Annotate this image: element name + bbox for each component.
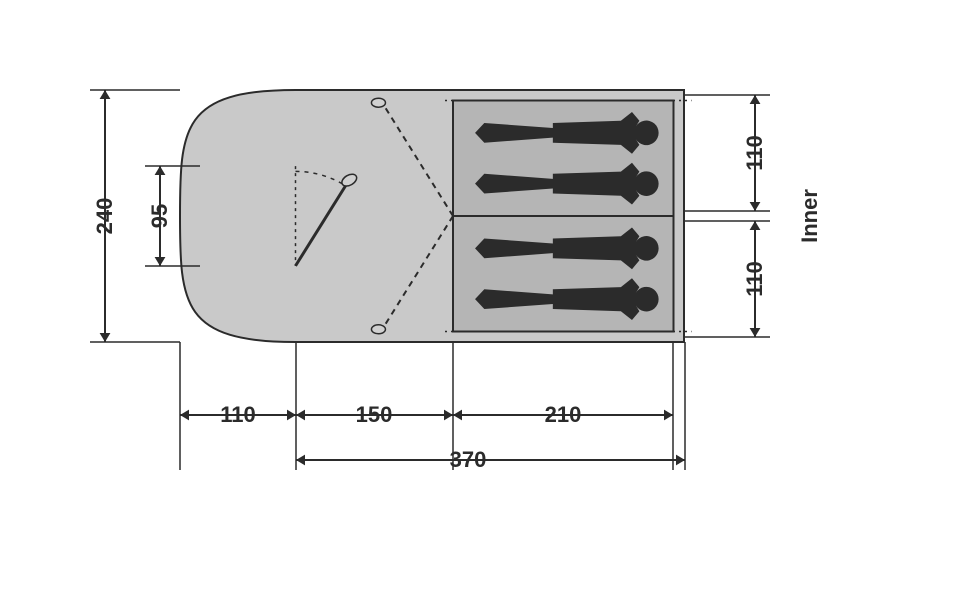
dim-label-right_text: Inner (797, 189, 823, 243)
tent-body (180, 90, 692, 342)
dim-label-bottom_mid: 150 (356, 402, 393, 428)
inner-compartment-bottom (453, 216, 674, 332)
dim-label-left_door: 95 (147, 204, 173, 228)
tent-floorplan-diagram (0, 0, 965, 600)
dim-label-bottom_apse: 110 (220, 402, 256, 428)
dim-label-left_outer: 240 (92, 198, 118, 235)
dim-label-right_top: 110 (742, 135, 768, 171)
inner-compartment-top (453, 101, 674, 217)
dim-label-bottom_inner: 210 (545, 402, 582, 428)
dim-label-bottom_total: 370 (450, 447, 487, 473)
dim-label-right_bot: 110 (742, 261, 768, 297)
